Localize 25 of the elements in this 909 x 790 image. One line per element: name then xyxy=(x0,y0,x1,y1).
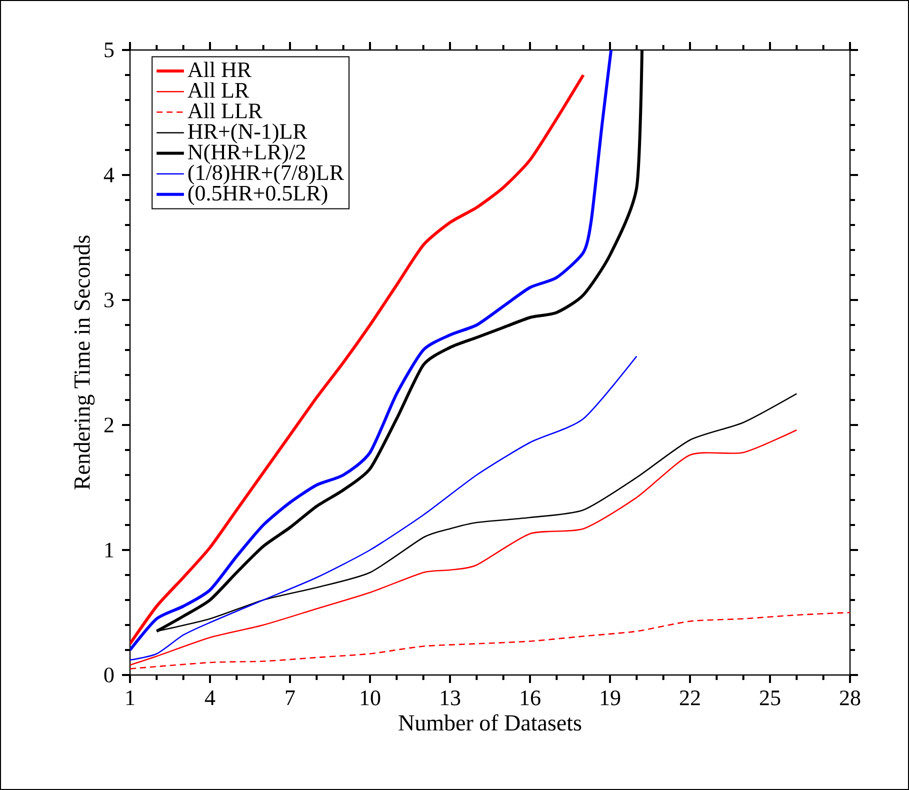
legend-label: All HR xyxy=(188,62,252,78)
x-tick-label: 16 xyxy=(520,690,540,706)
x-tick-label: 7 xyxy=(286,690,295,705)
x-tick-label: 10 xyxy=(360,690,380,706)
x-tick-label: 1 xyxy=(126,690,134,706)
x-tick-label: 4 xyxy=(204,690,216,706)
x-tick-label: 22 xyxy=(680,690,700,706)
y-tick-label: 5 xyxy=(104,42,114,58)
x-tick-label: 25 xyxy=(760,690,780,706)
x-tick-label: 19 xyxy=(600,690,620,706)
legend-label: All LR xyxy=(188,82,250,98)
x-axis-title: Number of Datasets xyxy=(398,714,582,731)
legend-label: HR+(N-1)LR xyxy=(188,123,308,144)
x-tick-label: 28 xyxy=(840,690,860,706)
y-axis-title: Rendering Time in Seconds xyxy=(74,236,95,490)
y-tick-label: 1 xyxy=(105,542,114,558)
legend-label: (0.5HR+0.5LR) xyxy=(188,185,328,206)
legend-label: N(HR+LR)/2 xyxy=(188,144,305,164)
legend-label: (1/8)HR+(7/8)LR xyxy=(188,164,344,185)
x-tick-label: 13 xyxy=(440,690,460,706)
legend-label: All LLR xyxy=(188,102,263,118)
y-tick-label: 4 xyxy=(104,168,114,182)
y-tick-label: 0 xyxy=(104,668,114,682)
y-tick-label: 2 xyxy=(104,418,114,432)
y-tick-label: 3 xyxy=(104,292,114,308)
